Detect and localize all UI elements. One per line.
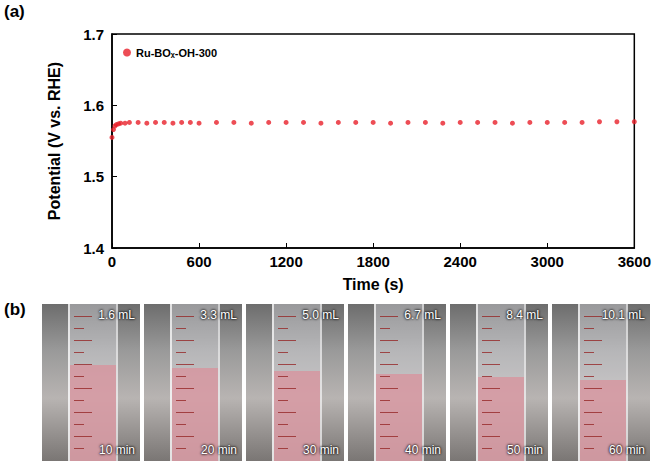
svg-text:600: 600 (187, 253, 212, 270)
svg-text:1.7: 1.7 (83, 26, 104, 43)
html-text:10 min: 10 min (99, 443, 135, 457)
html-text:5.0 mL: 5.0 mL (302, 308, 339, 322)
html-text:60 min: 60 min (609, 443, 645, 457)
html-text:30 min: 30 min (303, 443, 339, 457)
svg-text:2400: 2400 (444, 253, 477, 270)
svg-text:1.4: 1.4 (83, 240, 105, 257)
html-text:1.6 mL: 1.6 mL (98, 308, 135, 322)
svg-text:Ru-BOₓ-OH-300: Ru-BOₓ-OH-300 (136, 47, 217, 59)
html-text:6.7 mL: 6.7 mL (404, 308, 441, 322)
svg-text:1200: 1200 (269, 253, 302, 270)
html-text:50 min: 50 min (507, 443, 543, 457)
svg-text:3600: 3600 (618, 253, 651, 270)
svg-text:1.6: 1.6 (83, 97, 104, 114)
html-text:3.3 mL: 3.3 mL (200, 308, 237, 322)
svg-text:3000: 3000 (531, 253, 564, 270)
svg-text:1.5: 1.5 (83, 168, 104, 185)
html-text:40 min: 40 min (405, 443, 441, 457)
html-text:8.4 mL: 8.4 mL (506, 308, 543, 322)
html-text:20 min: 20 min (201, 443, 237, 457)
svg-text:Potential (V vs. RHE): Potential (V vs. RHE) (46, 62, 63, 220)
svg-text:0: 0 (108, 253, 116, 270)
html-text:(b): (b) (4, 300, 26, 319)
svg-text:1800: 1800 (356, 253, 389, 270)
html-text:10.1 mL: 10.1 mL (601, 308, 645, 322)
svg-text:Time (s): Time (s) (343, 276, 404, 293)
html-text:(a): (a) (4, 2, 25, 21)
